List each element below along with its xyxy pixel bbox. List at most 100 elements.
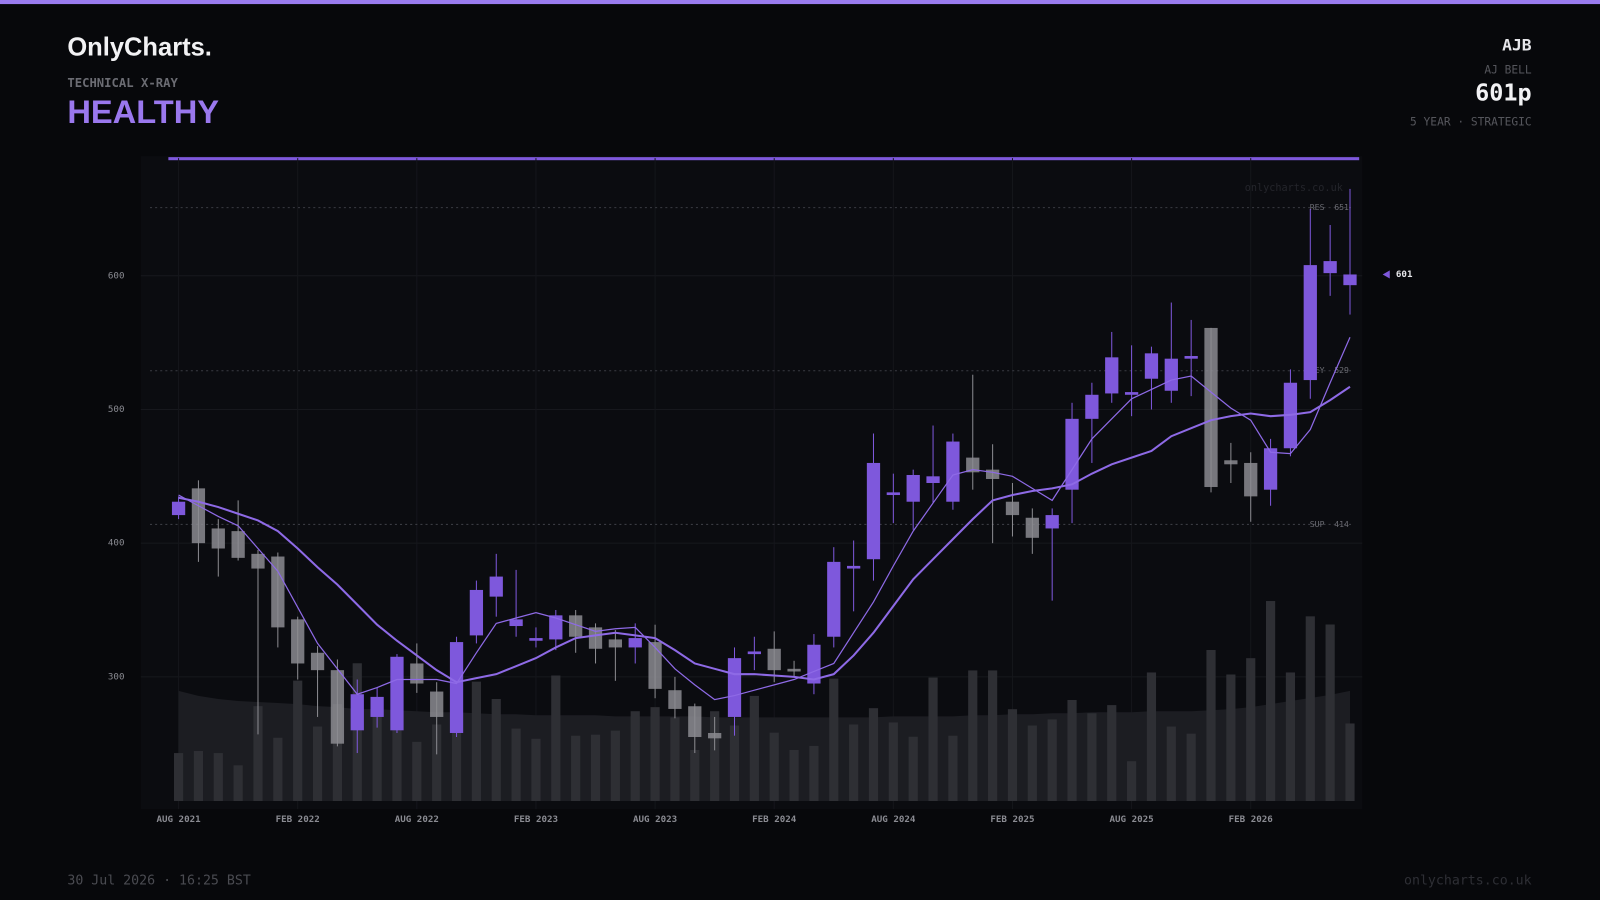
candle-body xyxy=(846,565,861,569)
volume-bar xyxy=(670,717,680,802)
volume-bar xyxy=(630,711,640,802)
moving-average xyxy=(178,385,1351,684)
candle-body xyxy=(727,658,742,717)
candle-body xyxy=(588,627,603,649)
candle-body xyxy=(529,638,543,641)
level-value: 651 xyxy=(1334,202,1349,212)
candle-body xyxy=(370,696,384,717)
volume-bar xyxy=(928,677,938,802)
volume-bar xyxy=(908,736,918,802)
x-tick-label: FEB 2023 xyxy=(514,814,558,825)
candle-body xyxy=(747,651,761,655)
candle-body xyxy=(608,639,623,648)
candle-body xyxy=(549,615,563,640)
candle-body xyxy=(906,474,920,502)
volume-bar xyxy=(253,706,263,802)
candle-body xyxy=(1204,327,1218,488)
status: HEALTHY xyxy=(67,93,219,130)
volume-bar xyxy=(829,678,839,802)
candle-body xyxy=(350,694,364,731)
candle-body xyxy=(1164,358,1178,391)
brand: OnlyCharts. xyxy=(67,34,212,62)
top-strip xyxy=(0,0,1600,5)
volume-bar xyxy=(1246,658,1256,802)
candle-body xyxy=(1124,392,1139,395)
volume-bar xyxy=(293,680,303,802)
volume-bar xyxy=(729,725,740,802)
y-tick-label: 400 xyxy=(108,538,125,549)
volume-bar xyxy=(610,730,620,802)
volume-bar xyxy=(1325,624,1335,802)
footer-site: onlycharts.co.uk xyxy=(1404,874,1532,889)
candle-body xyxy=(708,732,722,739)
candle-body xyxy=(211,528,225,549)
volume-bar xyxy=(1127,761,1137,802)
candle-body xyxy=(1144,353,1159,379)
volume-bar xyxy=(312,726,323,802)
moving-average xyxy=(178,337,1351,701)
price: 601p xyxy=(1475,78,1531,106)
candle-body xyxy=(291,619,305,664)
volume-bar xyxy=(1206,650,1216,802)
volume-bar xyxy=(1345,723,1355,802)
candle-body xyxy=(648,642,662,689)
candle-body xyxy=(688,706,702,737)
volume-bar xyxy=(531,738,541,802)
company: AJ BELL xyxy=(1484,63,1532,76)
candle-body xyxy=(827,561,841,637)
price-marker xyxy=(1382,270,1390,279)
candle-body xyxy=(1065,418,1079,490)
candle-body xyxy=(330,670,345,744)
candle-body xyxy=(1303,265,1317,381)
volume-bar xyxy=(590,734,601,802)
volume-bar xyxy=(710,711,720,802)
volume-bar xyxy=(1226,674,1236,802)
volume-bar xyxy=(1186,733,1196,802)
y-tick-label: 300 xyxy=(108,671,125,682)
volume-bar xyxy=(690,750,700,802)
candle-body xyxy=(1005,501,1020,516)
volume-bar xyxy=(809,745,819,802)
volume-bar xyxy=(1166,726,1176,802)
candle-body xyxy=(767,648,781,671)
candle-body xyxy=(807,644,821,684)
volume-bar xyxy=(451,711,462,802)
volume-bar xyxy=(868,708,879,802)
volume-bar xyxy=(769,732,779,802)
volume-bar xyxy=(948,735,958,802)
level-label: KEY xyxy=(1310,365,1325,375)
volume-bar xyxy=(432,724,442,802)
volume-bar xyxy=(789,750,799,802)
candle-body xyxy=(628,638,642,648)
volume-bar xyxy=(1146,672,1157,802)
volume-bar xyxy=(1007,709,1018,802)
volume-bar xyxy=(650,707,660,802)
candle-body xyxy=(1263,448,1278,490)
volume-bar xyxy=(1027,725,1037,802)
volume-bar xyxy=(551,675,561,802)
candle-body xyxy=(449,642,464,733)
candle-body xyxy=(1045,515,1059,529)
candle-body xyxy=(251,553,265,569)
volume-bar xyxy=(1047,719,1057,802)
candle-body xyxy=(390,656,404,731)
regime-strip xyxy=(168,157,1360,161)
candle-body xyxy=(430,691,444,717)
candle-body xyxy=(966,457,980,473)
volume-bar xyxy=(1107,705,1117,802)
candle-body xyxy=(410,663,424,684)
level-label: RES xyxy=(1310,202,1325,212)
chart: 300 400 500 600 AUG 2021 FEB 2022 AUG 2022 FEB … xyxy=(108,158,1413,825)
candle-body xyxy=(191,488,206,544)
volume-bar xyxy=(888,722,898,802)
candle-body xyxy=(509,619,523,627)
candle-body xyxy=(1085,394,1099,419)
volume-bar xyxy=(372,714,382,802)
candle-body xyxy=(469,589,484,636)
volume-bar xyxy=(1305,616,1315,802)
candle-body xyxy=(310,652,325,671)
volume-bar xyxy=(213,753,223,802)
x-tick-label: AUG 2023 xyxy=(633,814,677,825)
